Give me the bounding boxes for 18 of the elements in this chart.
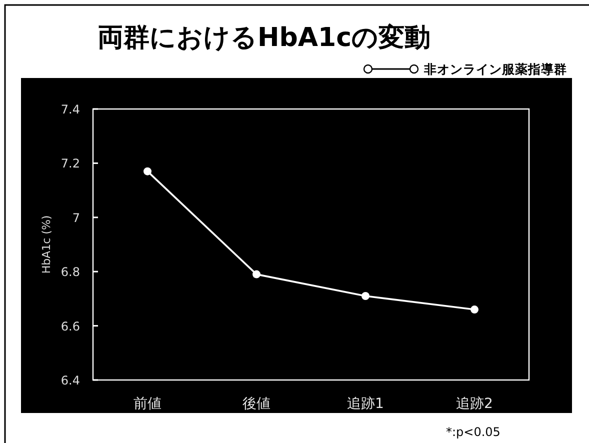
y-tick-label: 7.2 bbox=[60, 156, 80, 171]
x-tick-label: 前値 bbox=[134, 396, 162, 412]
y-tick-label: 7.4 bbox=[60, 102, 80, 116]
point bbox=[144, 167, 152, 176]
y-axis-title: HbA1c (%) bbox=[40, 215, 53, 274]
point bbox=[362, 292, 370, 300]
x-tick-label: 追跡1 bbox=[347, 396, 384, 412]
legend-label: 非オンライン服薬指導群 bbox=[423, 62, 567, 76]
point bbox=[470, 306, 478, 314]
x-tick-label: 後値 bbox=[242, 396, 270, 412]
y-tick-label: 6.8 bbox=[60, 265, 80, 280]
point bbox=[252, 270, 260, 278]
y-tick-label: 7 bbox=[72, 210, 80, 225]
y-tick-label: 6.6 bbox=[60, 319, 80, 334]
text: *:p<0.05 bbox=[446, 425, 500, 439]
y-tick-label: 6.4 bbox=[60, 374, 80, 388]
x-tick-label: 追跡2 bbox=[456, 396, 493, 412]
chart-title: 両群におけるHbA1cの変動 bbox=[98, 23, 430, 53]
